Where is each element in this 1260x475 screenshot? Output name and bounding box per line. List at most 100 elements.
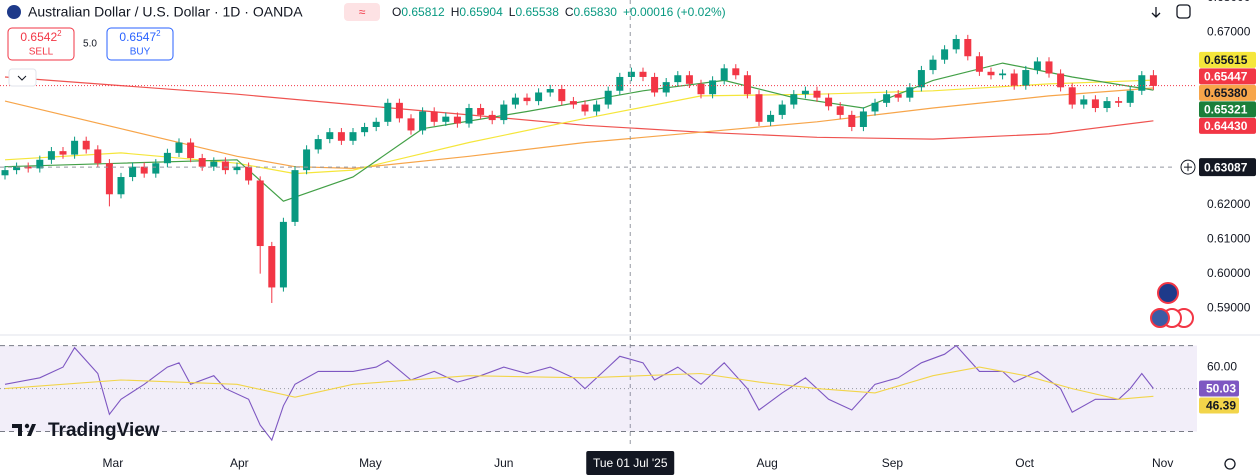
price-label: 0.65615 xyxy=(1204,53,1248,67)
candle-body xyxy=(442,116,450,122)
ohlc-change: +0.00016 (+0.02%) xyxy=(623,5,726,19)
y-tick-label: 0.60000 xyxy=(1207,266,1251,280)
candle-body xyxy=(778,104,786,115)
collapse-button[interactable] xyxy=(8,68,37,87)
chevron-icon xyxy=(17,75,27,81)
crosshair-price: 0.63087 xyxy=(1204,160,1248,174)
spread: 5.0 xyxy=(83,39,97,50)
candle-body xyxy=(801,90,809,95)
ohlc-value: 0.65904 xyxy=(459,5,503,19)
buy-price: 0.65472 xyxy=(119,29,161,44)
candle-body xyxy=(163,152,171,164)
candle-body xyxy=(569,101,577,105)
candle-body xyxy=(767,114,775,122)
candle-body xyxy=(24,166,32,169)
candle-body xyxy=(36,159,44,169)
x-tick-label: Apr xyxy=(230,456,249,470)
candle-body xyxy=(71,140,79,155)
candle-body xyxy=(500,104,508,121)
plus-icon xyxy=(1184,163,1192,172)
candle-body xyxy=(790,94,798,105)
scroll-icon[interactable] xyxy=(1151,7,1161,18)
candle-body xyxy=(825,97,833,107)
candle-body xyxy=(221,161,229,171)
candle-body xyxy=(917,70,925,88)
rsi-tick-label: 60.00 xyxy=(1207,359,1237,373)
candle-body xyxy=(1091,99,1099,109)
price-label-bg xyxy=(1199,84,1256,101)
buy-price-sup: 2 xyxy=(156,29,161,38)
candle-body xyxy=(685,75,693,84)
candle-body xyxy=(755,94,763,122)
price-label: 0.65321 xyxy=(1204,103,1248,117)
candle-body xyxy=(1010,73,1018,86)
candle-body xyxy=(662,82,670,93)
buy-button[interactable] xyxy=(106,27,174,61)
ohlc-legend: O0.65812 H0.65904 L0.65538 C0.65830 +0.00016… xyxy=(392,5,726,19)
y-tick-label: 0.67000 xyxy=(1207,24,1251,38)
candle-body xyxy=(175,142,183,153)
ohlc-key: C xyxy=(565,5,574,19)
candle-body xyxy=(256,180,264,247)
candle-body xyxy=(59,151,67,155)
market-badge[interactable] xyxy=(344,3,380,21)
candle-body xyxy=(477,108,485,115)
sell-price: 0.65422 xyxy=(20,29,62,44)
sell-button[interactable] xyxy=(7,27,75,61)
candle-body xyxy=(47,151,55,160)
fullscreen-icon[interactable] xyxy=(1176,4,1191,19)
y-tick-label: 0.59000 xyxy=(1207,300,1251,314)
candle-body xyxy=(941,49,949,60)
candle-body xyxy=(13,166,21,171)
x-tick-label: Oct xyxy=(1015,456,1034,470)
rsi-value-label: 50.03 xyxy=(1206,382,1236,396)
candle-body xyxy=(152,163,160,174)
candle-body xyxy=(1126,90,1134,103)
price-label-bg xyxy=(1199,117,1256,134)
candle-body xyxy=(233,166,241,171)
candle-body xyxy=(732,68,740,76)
candle-body xyxy=(511,97,519,105)
candle-body xyxy=(326,132,334,140)
candle-body xyxy=(129,166,137,178)
candle-body xyxy=(395,102,403,119)
candle-body xyxy=(94,149,102,164)
candle-body xyxy=(813,90,821,98)
candle-body xyxy=(303,149,311,171)
price-label: 0.65447 xyxy=(1204,70,1248,84)
buy-label: BUY xyxy=(130,47,151,58)
rsi-value-label: 46.39 xyxy=(1206,399,1236,413)
candle-body xyxy=(1,170,9,176)
candle-body xyxy=(488,114,496,121)
candle-body xyxy=(871,102,879,112)
y-tick-label: 0.62000 xyxy=(1207,197,1251,211)
settings-icon[interactable] xyxy=(1224,458,1236,470)
candle-body xyxy=(1022,70,1030,86)
candle-body xyxy=(1103,101,1111,109)
candle-body xyxy=(384,102,392,122)
candle-body xyxy=(894,94,902,98)
currency-flag xyxy=(1157,282,1179,304)
logo-text: TradingView xyxy=(48,420,160,441)
ohlc-key: L xyxy=(509,5,516,19)
candle-body xyxy=(581,104,589,112)
x-tick-label: Sep xyxy=(882,456,904,470)
moving-average-line xyxy=(4,76,1154,140)
candle-body xyxy=(743,75,751,95)
rsi-line xyxy=(4,366,1154,400)
ohlc-value: 0.65812 xyxy=(401,5,445,19)
candle-body xyxy=(1080,99,1088,105)
candle-body xyxy=(430,111,438,122)
candle-body xyxy=(848,114,856,127)
ohlc-value: 0.65538 xyxy=(515,5,559,19)
candle-body xyxy=(1149,75,1157,86)
candle-body xyxy=(1033,61,1041,71)
candle-body xyxy=(999,73,1007,76)
ohlc-key: O xyxy=(392,5,401,19)
candle-body xyxy=(593,104,601,112)
candle-body xyxy=(361,126,369,133)
candle-body xyxy=(651,76,659,93)
candle-body xyxy=(1057,73,1065,88)
x-tick-label: Mar xyxy=(103,456,124,470)
